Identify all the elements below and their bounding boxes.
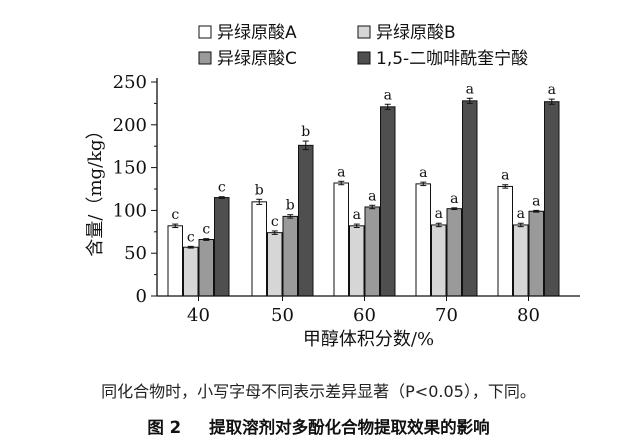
bar bbox=[446, 208, 462, 297]
significance-label: a bbox=[353, 207, 361, 223]
significance-label: a bbox=[517, 206, 525, 222]
bar bbox=[333, 182, 349, 297]
bar bbox=[544, 101, 560, 297]
legend-swatch bbox=[198, 25, 212, 39]
bar bbox=[415, 183, 431, 297]
y-tick-label: 0 bbox=[136, 286, 147, 307]
figure-number: 图 2 bbox=[147, 418, 182, 437]
bar bbox=[298, 144, 314, 297]
y-tick-label: 200 bbox=[113, 115, 147, 136]
significance-label: a bbox=[435, 206, 443, 222]
bar bbox=[364, 206, 380, 297]
significance-label: c bbox=[271, 214, 279, 230]
y-tick-label: 150 bbox=[113, 158, 147, 179]
significance-label: c bbox=[187, 229, 195, 245]
x-axis-title: 甲醇体积分数/% bbox=[303, 329, 434, 350]
y-tick-label: 250 bbox=[113, 72, 147, 93]
figure-title: 提取溶剂对多酚化合物提取效果的影响 bbox=[209, 418, 490, 437]
bar bbox=[513, 224, 529, 297]
significance-label: a bbox=[384, 87, 392, 103]
bar bbox=[267, 232, 283, 297]
legend-label: 异绿原酸A bbox=[217, 23, 297, 43]
y-axis-title: 含量/（mg/kg） bbox=[85, 121, 106, 256]
legend-label: 异绿原酸B bbox=[376, 23, 456, 43]
significance-label: a bbox=[466, 81, 474, 97]
x-tick-label: 70 bbox=[435, 305, 458, 326]
significance-label: a bbox=[450, 191, 458, 207]
significance-label: c bbox=[218, 180, 226, 196]
x-tick-label: 50 bbox=[271, 305, 294, 326]
x-tick-label: 40 bbox=[187, 305, 210, 326]
bar bbox=[528, 210, 544, 297]
bar bbox=[167, 225, 183, 297]
y-tick-label: 50 bbox=[124, 243, 147, 264]
significance-label: c bbox=[202, 222, 210, 238]
legend-label: 1,5-二咖啡酰奎宁酸 bbox=[376, 49, 528, 69]
bar bbox=[214, 197, 230, 297]
bar bbox=[497, 185, 513, 297]
significance-label: a bbox=[368, 188, 376, 204]
bar bbox=[251, 201, 267, 297]
significance-label: b bbox=[255, 182, 264, 198]
legend-label: 异绿原酸C bbox=[217, 49, 297, 69]
bar bbox=[198, 239, 214, 297]
significance-label: a bbox=[501, 168, 509, 184]
x-tick-label: 60 bbox=[353, 305, 376, 326]
significance-label: a bbox=[532, 193, 540, 209]
bar bbox=[349, 225, 365, 297]
figure-note: 同化合物时，小写字母不同表示差异显著（P<0.05），下同。 bbox=[101, 382, 536, 401]
significance-label: c bbox=[171, 207, 179, 223]
legend-swatch bbox=[198, 51, 212, 65]
bar bbox=[282, 215, 298, 297]
significance-label: b bbox=[286, 198, 295, 214]
bar bbox=[462, 100, 478, 297]
significance-label: b bbox=[301, 124, 310, 140]
y-tick-label: 100 bbox=[113, 200, 147, 221]
bar bbox=[431, 224, 447, 297]
bar bbox=[380, 106, 396, 297]
legend-swatch bbox=[357, 25, 371, 39]
x-tick-label: 80 bbox=[517, 305, 540, 326]
bar bbox=[183, 246, 199, 297]
legend-swatch bbox=[357, 51, 371, 65]
figure-caption: 图 2 提取溶剂对多酚化合物提取效果的影响 bbox=[0, 414, 637, 438]
significance-label: a bbox=[337, 164, 345, 180]
significance-label: a bbox=[548, 82, 556, 98]
significance-label: a bbox=[419, 165, 427, 181]
